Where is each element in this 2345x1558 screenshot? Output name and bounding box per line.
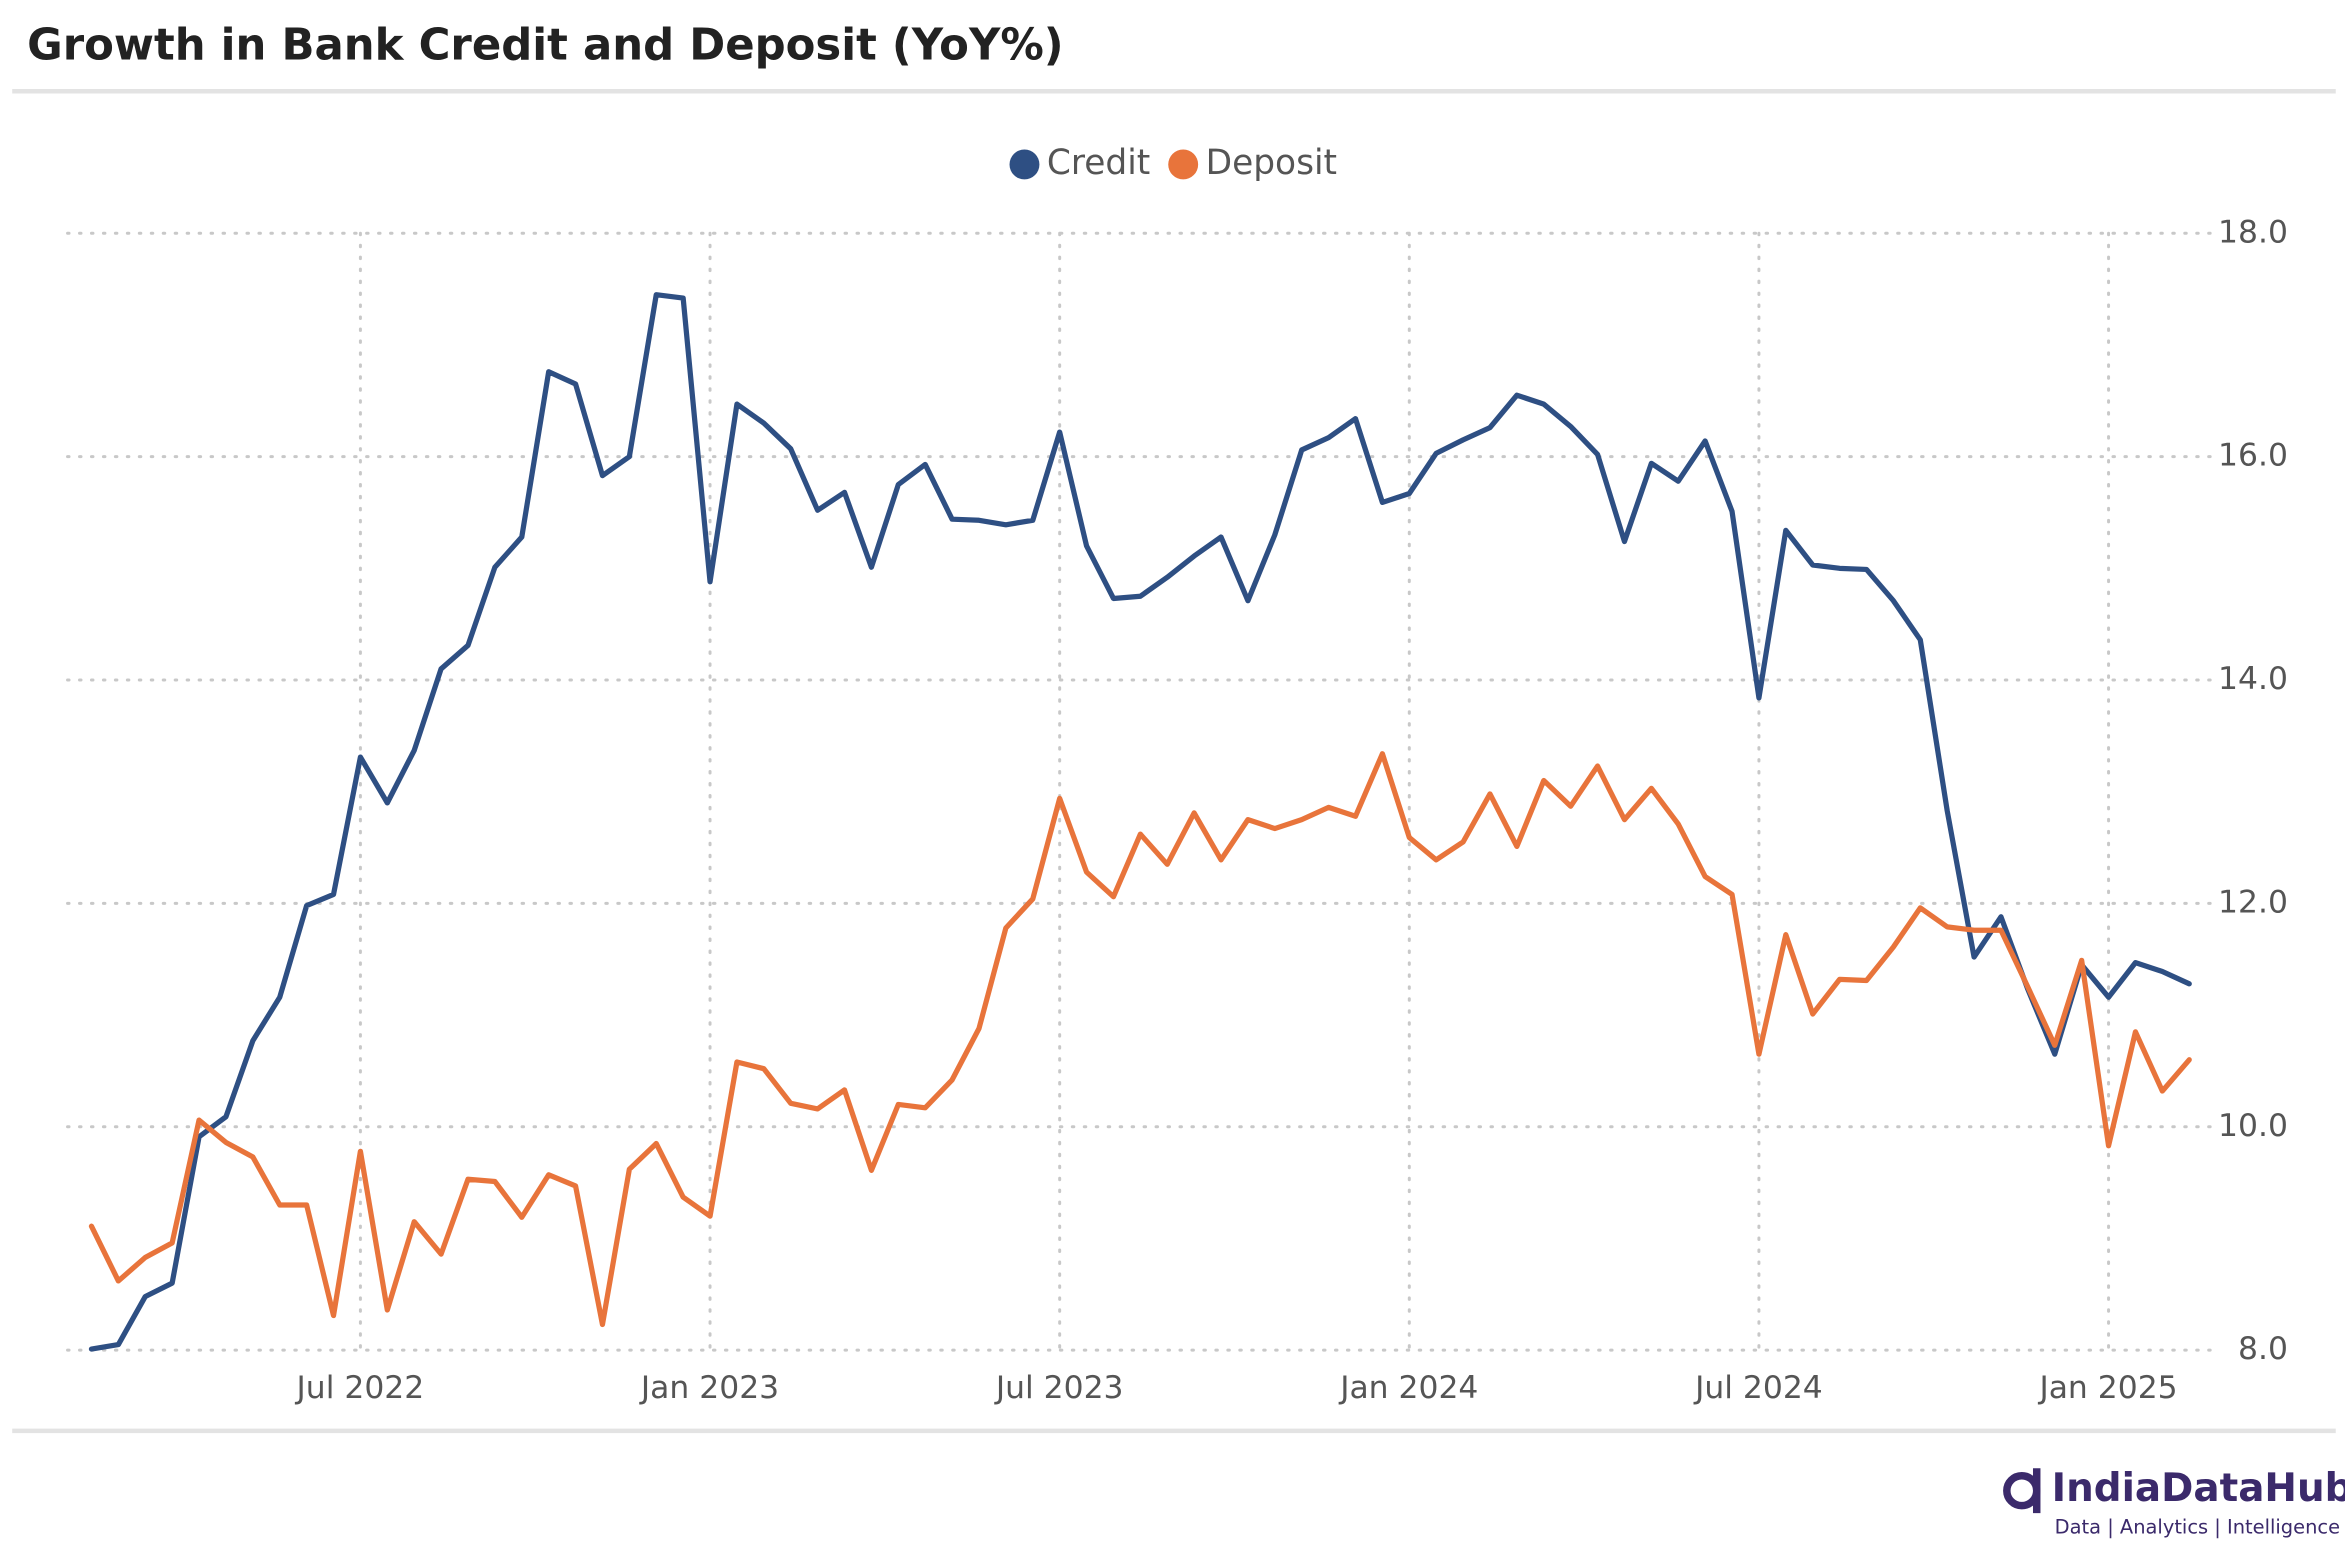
x-tick-label: Jan 2025 (2037, 1370, 2177, 1406)
y-tick-label: 12.0 (2218, 884, 2288, 920)
y-tick-label: 8.0 (2238, 1331, 2288, 1367)
x-tick-label: Jan 2023 (639, 1370, 779, 1406)
y-tick-label: 16.0 (2218, 438, 2288, 474)
y-tick-label: 10.0 (2218, 1108, 2288, 1144)
x-tick-label: Jul 2023 (994, 1370, 1124, 1406)
legend-label: Deposit (1206, 143, 1337, 183)
x-tick-label: Jan 2024 (1338, 1370, 1478, 1406)
logo-tagline: Data | Analytics | Intelligence (2055, 1516, 2340, 1539)
legend-swatch (1168, 149, 1199, 180)
legend-swatch (1009, 149, 1040, 180)
y-tick-label: 14.0 (2218, 661, 2288, 697)
line-series (88, 751, 2192, 1328)
logo-icon (2003, 1472, 2041, 1510)
logo: IndiaDataHub Data | Analytics | Intellig… (2003, 1466, 2345, 1539)
y-tick-label: 18.0 (2218, 214, 2288, 250)
x-tick-label: Jul 2024 (1693, 1370, 1823, 1406)
logo-name: IndiaDataHub (2052, 1466, 2345, 1511)
x-tick-label: Jul 2022 (295, 1370, 425, 1406)
chart-title: Growth in Bank Credit and Deposit (YoY%) (27, 20, 1063, 70)
legend: Credit Deposit (1009, 143, 1337, 183)
legend-label: Credit (1047, 143, 1150, 183)
line-series (88, 292, 2192, 1352)
